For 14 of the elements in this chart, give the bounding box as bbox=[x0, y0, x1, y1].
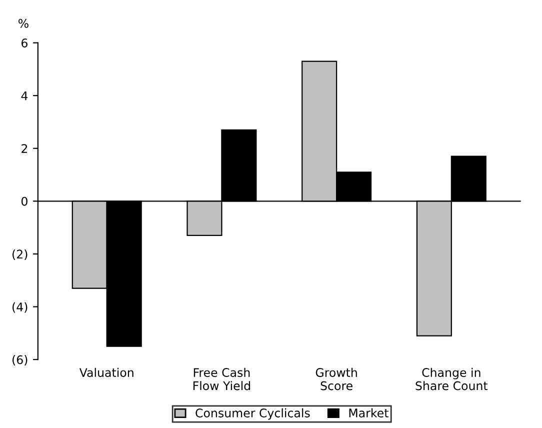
y-tick-label: 6 bbox=[22, 38, 28, 48]
y-tick-label: 4 bbox=[21, 91, 28, 100]
y-tick-label: (2) bbox=[12, 249, 28, 260]
legend-label: Consumer Cyclicals bbox=[196, 408, 310, 420]
x-tick-label: Growth Score bbox=[316, 368, 357, 390]
legend-label: Market bbox=[349, 408, 388, 418]
x-tick-label: Valuation bbox=[79, 368, 134, 377]
x-tick-label: Free Cash Flow Yield bbox=[193, 368, 250, 390]
y-axis-title: % bbox=[18, 18, 28, 28]
y-tick-label: (6) bbox=[12, 355, 28, 366]
y-tick-label: (4) bbox=[12, 302, 28, 313]
y-tick-label: 2 bbox=[22, 144, 28, 153]
x-tick-label: Change in Share Count bbox=[416, 368, 488, 390]
y-tick-label: 0 bbox=[21, 196, 28, 206]
